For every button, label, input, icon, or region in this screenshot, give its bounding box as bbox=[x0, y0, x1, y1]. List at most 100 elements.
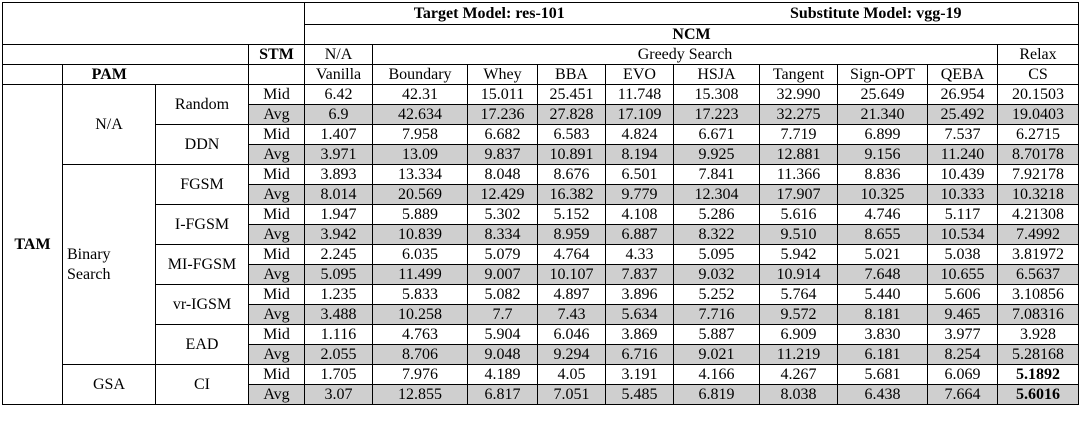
value-cell: 27.828 bbox=[537, 104, 606, 125]
ncm-header: NCM bbox=[304, 24, 1079, 45]
value-cell: 3.869 bbox=[605, 324, 674, 345]
value-cell: 13.334 bbox=[372, 164, 468, 185]
value-cell: 6.181 bbox=[837, 344, 928, 365]
value-cell: 42.31 bbox=[372, 84, 468, 105]
value-cell: 3.191 bbox=[605, 364, 674, 385]
value-cell: 8.836 bbox=[837, 164, 928, 185]
value-cell: 5.634 bbox=[605, 304, 674, 325]
value-cell: 4.267 bbox=[759, 364, 838, 385]
value-cell: 10.534 bbox=[927, 224, 998, 245]
value-cell: 17.907 bbox=[759, 184, 838, 205]
value-cell: 10.891 bbox=[537, 144, 606, 165]
target-model-label: Target Model: res-101 bbox=[304, 2, 674, 25]
value-cell: 5.764 bbox=[759, 284, 838, 305]
stm-label: Avg bbox=[248, 264, 305, 285]
value-cell: 5.021 bbox=[837, 244, 928, 265]
value-cell: 5.095 bbox=[673, 244, 760, 265]
value-cell: 5.485 bbox=[605, 384, 674, 405]
value-cell: 6.9 bbox=[304, 104, 373, 125]
value-cell: 7.4992 bbox=[997, 224, 1079, 245]
tam-label: TAM bbox=[2, 84, 63, 405]
value-cell: 7.958 bbox=[372, 124, 468, 145]
table-row: Avg 2.055 8.706 9.048 9.294 6.716 9.021 11.219 6… bbox=[3, 344, 1079, 365]
column-header: Whey bbox=[467, 64, 538, 85]
table-row: Avg 8.014 20.569 12.429 16.382 9.779 12.304 17.… bbox=[3, 184, 1079, 205]
column-header: Vanilla bbox=[304, 64, 373, 85]
pam-method: DDN bbox=[155, 124, 249, 165]
stm-label: Avg bbox=[248, 304, 305, 325]
value-cell: 3.896 bbox=[605, 284, 674, 305]
value-cell: 4.166 bbox=[673, 364, 760, 385]
value-cell: 9.837 bbox=[467, 144, 538, 165]
value-cell: 6.438 bbox=[837, 384, 928, 405]
value-cell: 1.235 bbox=[304, 284, 373, 305]
value-cell: 8.181 bbox=[837, 304, 928, 325]
column-header: HSJA bbox=[673, 64, 760, 85]
stm-label: Avg bbox=[248, 224, 305, 245]
value-cell: 9.925 bbox=[673, 144, 760, 165]
value-cell: 7.719 bbox=[759, 124, 838, 145]
na-header: N/A bbox=[304, 44, 373, 65]
pam-method: MI-FGSM bbox=[155, 244, 249, 285]
table-row: Avg 3.942 10.839 8.334 8.959 6.887 8.322 9.510 8… bbox=[3, 224, 1079, 245]
value-cell: 4.764 bbox=[537, 244, 606, 265]
value-cell: 11.240 bbox=[927, 144, 998, 165]
value-cell: 7.648 bbox=[837, 264, 928, 285]
value-cell: 15.011 bbox=[467, 84, 538, 105]
pam-method: CI bbox=[155, 364, 249, 405]
value-cell: 6.671 bbox=[673, 124, 760, 145]
value-cell: 4.746 bbox=[837, 204, 928, 225]
value-cell: 19.0403 bbox=[997, 104, 1079, 125]
value-cell: 8.959 bbox=[537, 224, 606, 245]
value-cell: 4.189 bbox=[467, 364, 538, 385]
value-cell: 5.887 bbox=[673, 324, 760, 345]
value-cell: 10.107 bbox=[537, 264, 606, 285]
value-cell: 8.254 bbox=[927, 344, 998, 365]
value-cell: 12.429 bbox=[467, 184, 538, 205]
value-cell: 9.510 bbox=[759, 224, 838, 245]
value-cell: 7.7 bbox=[467, 304, 538, 325]
stm-header: STM bbox=[248, 44, 305, 65]
value-cell: 32.990 bbox=[759, 84, 838, 105]
value-cell: 5.942 bbox=[759, 244, 838, 265]
value-cell: 7.537 bbox=[927, 124, 998, 145]
stm-label: Avg bbox=[248, 384, 305, 405]
value-cell: 7.841 bbox=[673, 164, 760, 185]
value-cell: 7.92178 bbox=[997, 164, 1079, 185]
value-cell: 10.439 bbox=[927, 164, 998, 185]
value-cell: 3.977 bbox=[927, 324, 998, 345]
value-cell: 5.252 bbox=[673, 284, 760, 305]
value-cell: 4.33 bbox=[605, 244, 674, 265]
stm-label: Avg bbox=[248, 104, 305, 125]
value-cell: 1.705 bbox=[304, 364, 373, 385]
value-cell: 7.051 bbox=[537, 384, 606, 405]
value-cell: 8.038 bbox=[759, 384, 838, 405]
value-cell: 5.616 bbox=[759, 204, 838, 225]
table-row: Avg 3.07 12.855 6.817 7.051 5.485 6.819 8.038 6.… bbox=[3, 384, 1079, 405]
pam-header: PAM bbox=[62, 64, 156, 85]
value-cell: 11.219 bbox=[759, 344, 838, 365]
stm-label: Mid bbox=[248, 244, 305, 265]
empty-cell bbox=[248, 64, 305, 85]
value-cell: 11.499 bbox=[372, 264, 468, 285]
value-cell: 10.655 bbox=[927, 264, 998, 285]
value-cell: 6.899 bbox=[837, 124, 928, 145]
pam-method: vr-IGSM bbox=[155, 284, 249, 325]
results-table: Target Model: res-101 Substitute Model: … bbox=[2, 2, 1079, 405]
value-cell: 5.038 bbox=[927, 244, 998, 265]
value-cell: 5.095 bbox=[304, 264, 373, 285]
corner-cell bbox=[2, 2, 305, 45]
value-cell: 7.716 bbox=[673, 304, 760, 325]
column-header: CS bbox=[997, 64, 1079, 85]
value-cell: 6.716 bbox=[605, 344, 674, 365]
table-row: TAM N/A Random Mid 6.42 42.31 15.011 25.451 11.7… bbox=[2, 84, 1079, 405]
value-cell: 5.28168 bbox=[997, 344, 1079, 365]
stm-label: Mid bbox=[248, 84, 305, 105]
value-cell: 7.976 bbox=[372, 364, 468, 385]
value-cell: 5.117 bbox=[927, 204, 998, 225]
table-row: Avg 3.971 13.09 9.837 10.891 8.194 9.925 12.881… bbox=[3, 144, 1079, 165]
value-cell: 6.819 bbox=[673, 384, 760, 405]
value-cell: 5.1892 bbox=[997, 364, 1079, 385]
empty-cell bbox=[155, 64, 249, 85]
value-cell: 8.048 bbox=[467, 164, 538, 185]
